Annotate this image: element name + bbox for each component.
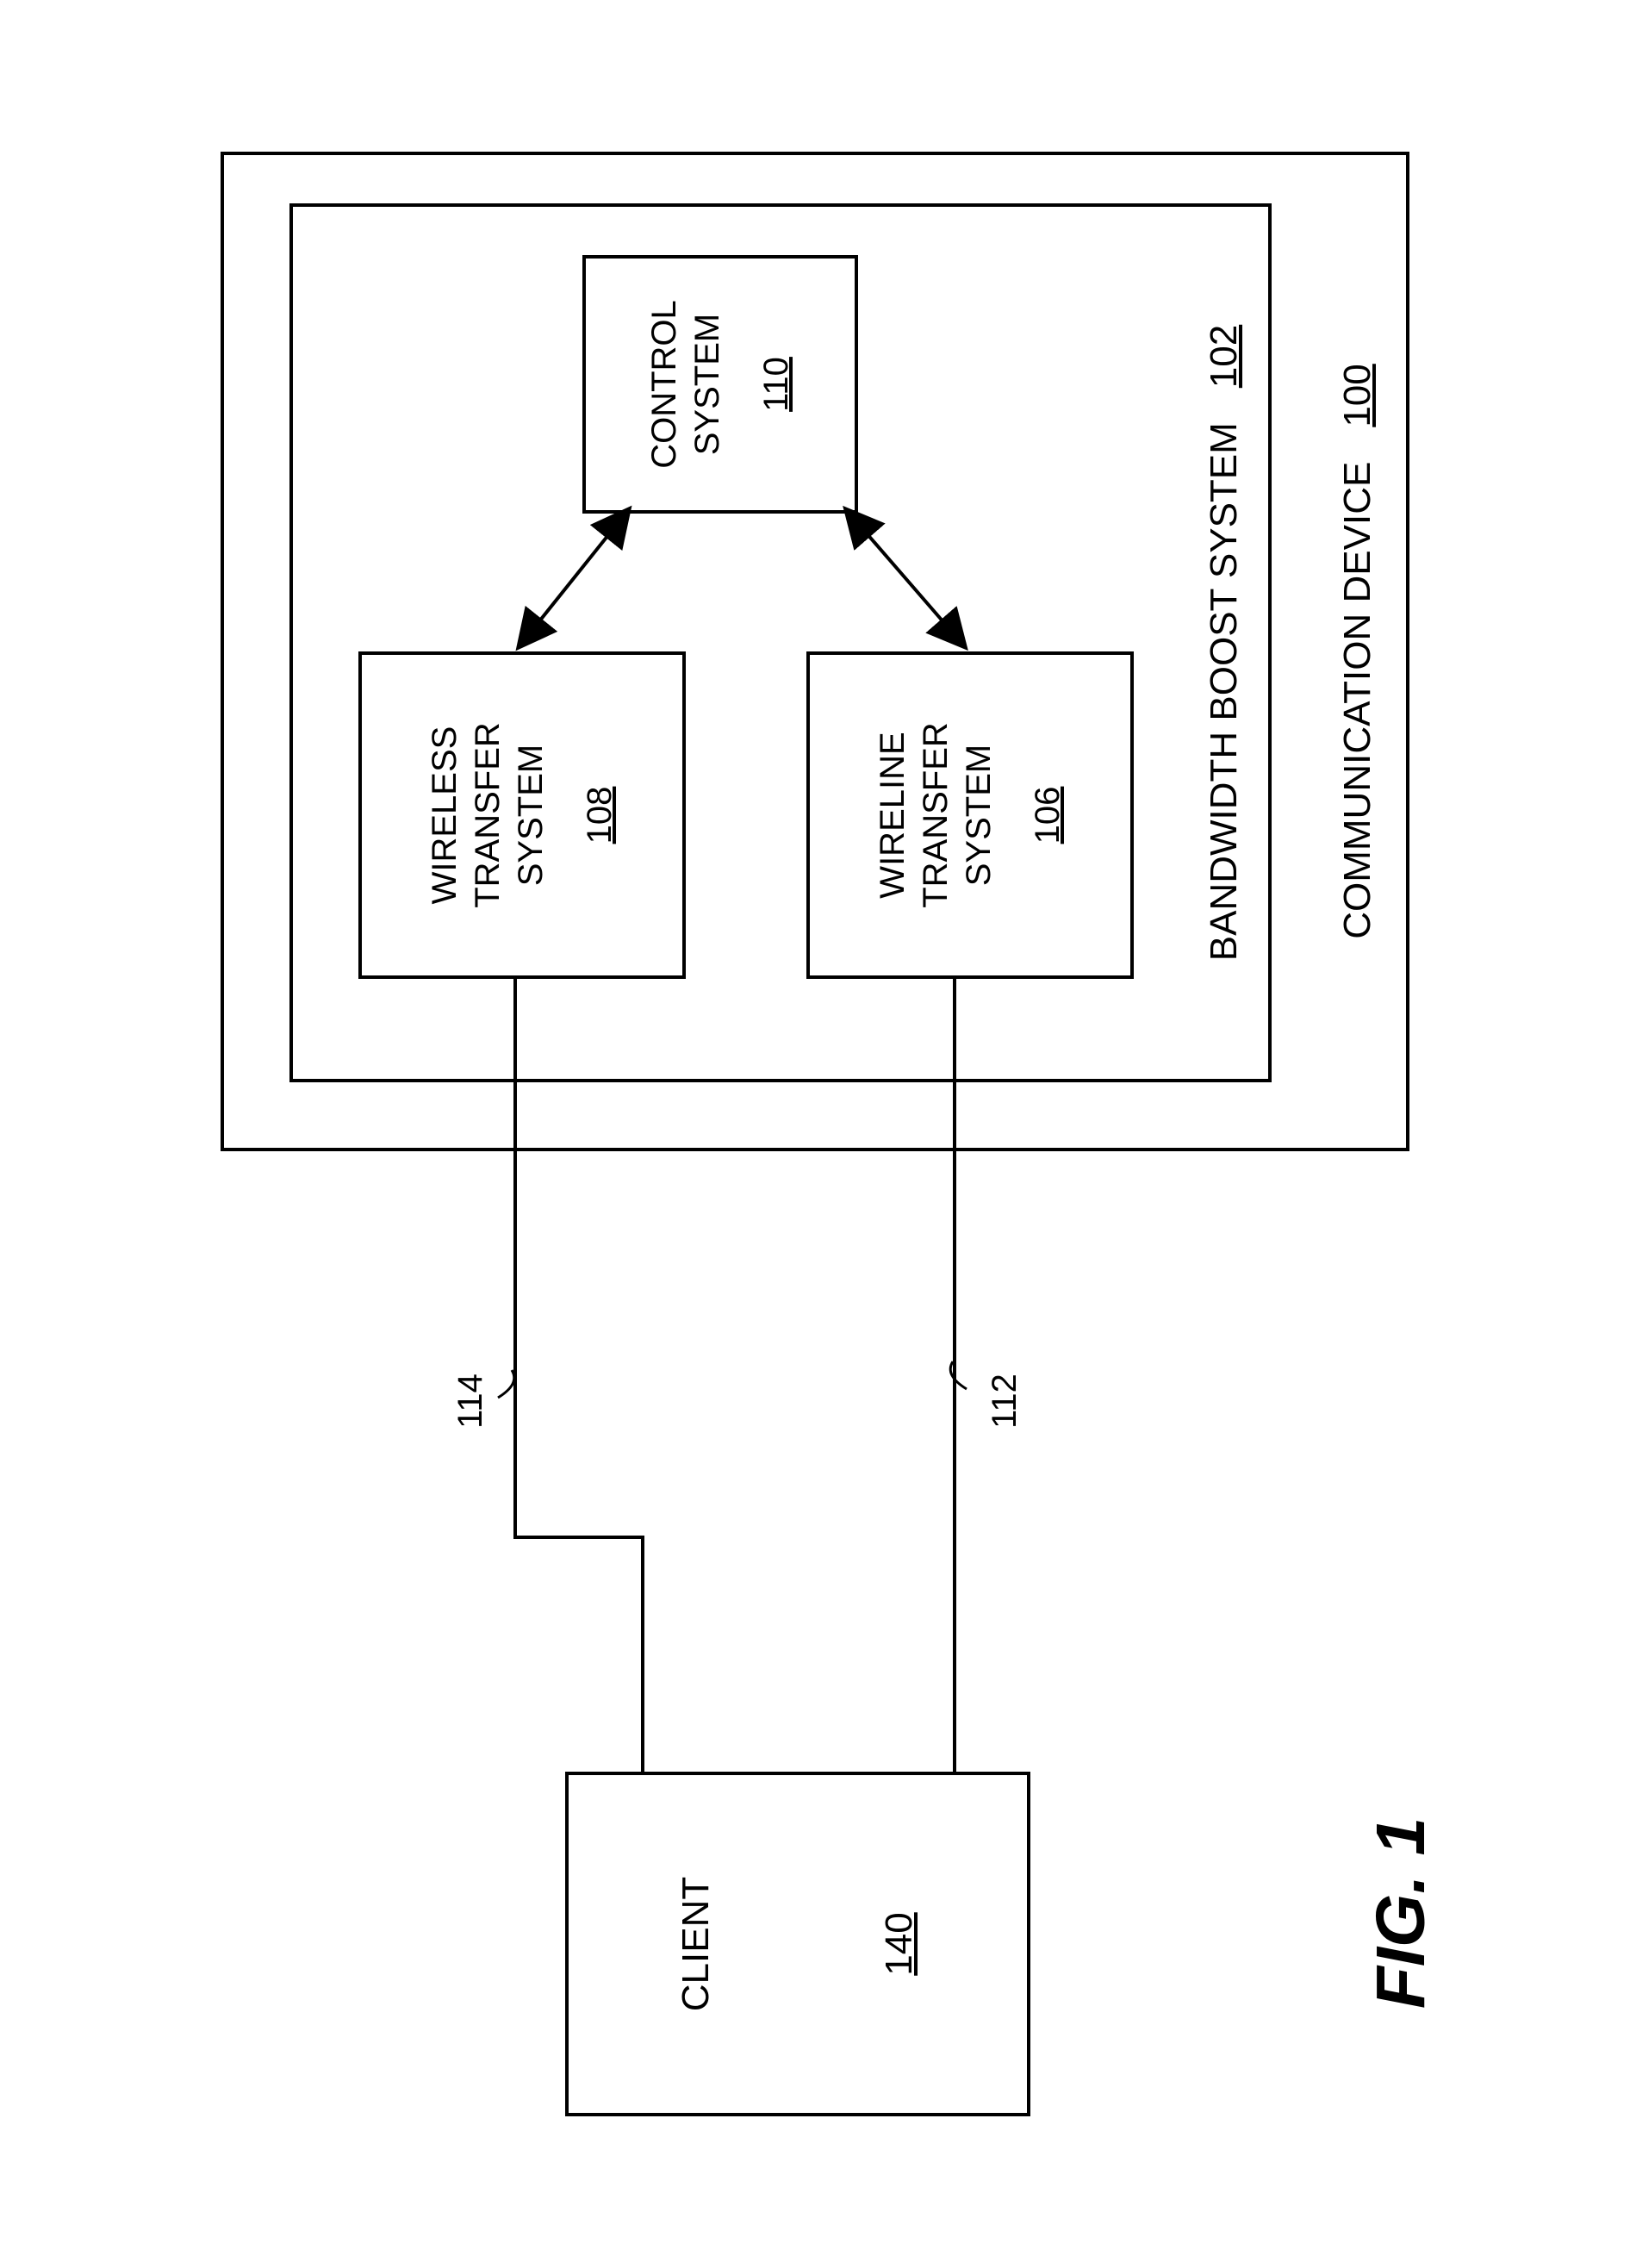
arrow-wireline-control [832, 496, 970, 651]
link-114-seg3 [513, 975, 517, 1539]
link-112-tick [936, 1358, 970, 1393]
bandwidth-boost-num: 102 [1203, 325, 1246, 388]
control-num: 110 [755, 357, 798, 412]
link-112-label: 112 [979, 1349, 1030, 1453]
bandwidth-boost-label: BANDWIDTH BOOST SYSTEM 102 [1194, 221, 1254, 1065]
wireline-title: WIRELINE TRANSFER SYSTEM [871, 722, 1000, 908]
comm-device-num: 100 [1336, 364, 1379, 427]
link-114-seg1 [641, 1536, 644, 1772]
link-114-tick [495, 1367, 529, 1401]
wireline-label: WIRELINE TRANSFER SYSTEM 106 [806, 651, 1134, 979]
client-label: CLIENT 140 [565, 1772, 1030, 2116]
wireless-title: WIRELESS TRANSFER SYSTEM [423, 722, 552, 908]
comm-device-label: COMMUNICATION DEVICE 100 [1323, 169, 1392, 1134]
comm-device-title: COMMUNICATION DEVICE [1336, 462, 1379, 939]
control-label: CONTROL SYSTEM 110 [582, 255, 858, 514]
link-114-seg2 [513, 1536, 644, 1539]
wireline-num: 106 [1026, 787, 1069, 844]
figure-label-text: FIG. 1 [1362, 1817, 1439, 2009]
link-114-label: 114 [445, 1349, 496, 1453]
wireless-num: 108 [578, 787, 621, 844]
link-114-text: 114 [451, 1374, 490, 1429]
arrow-wireless-control [513, 496, 651, 651]
client-num: 140 [878, 1912, 921, 1975]
link-112-text: 112 [986, 1374, 1024, 1429]
bandwidth-boost-title: BANDWIDTH BOOST SYSTEM [1203, 422, 1246, 961]
control-title: CONTROL SYSTEM [643, 300, 729, 469]
client-title: CLIENT [675, 1877, 718, 2011]
wireless-label: WIRELESS TRANSFER SYSTEM 108 [358, 651, 686, 979]
figure-label: FIG. 1 [1361, 1784, 1447, 2042]
